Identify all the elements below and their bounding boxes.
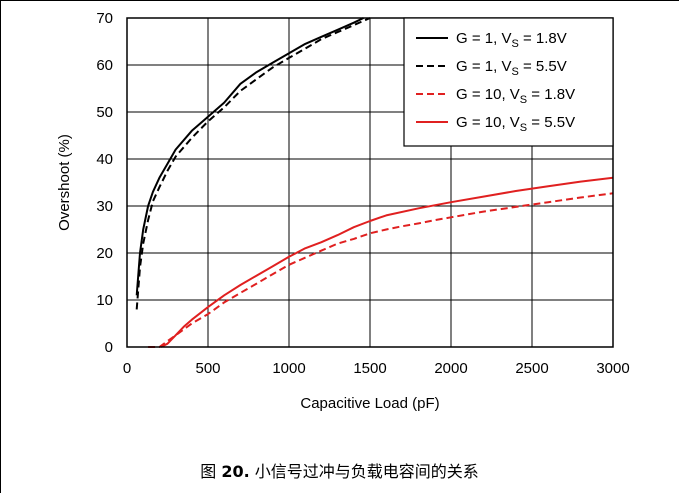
series-line-1 [135,17,371,310]
x-tick-label-4: 2000 [434,360,467,377]
y-tick-label-5: 50 [96,104,113,121]
x-tick-label-2: 1000 [272,360,305,377]
x-tick-label-6: 3000 [596,360,629,377]
x-tick-label-0: 0 [123,360,131,377]
y-tick-label-1: 10 [96,292,113,309]
series-line-0 [135,17,364,296]
legend-box [403,17,614,147]
y-tick-label-0: 0 [105,339,113,356]
caption-number: 20. [221,462,250,481]
page-frame-top [0,0,679,1]
y-tick-label-4: 40 [96,151,113,168]
chart-series [135,17,613,348]
legend-label-3: G = 10, VS = 5.5V [456,114,575,134]
y-tick-label-6: 60 [96,57,113,74]
legend-label-1: G = 1, VS = 5.5V [456,58,567,78]
series-line-3 [160,176,613,348]
x-tick-labels: 0 500 1000 1500 2000 2500 3000 [123,360,630,377]
figure-caption: 图 20. 小信号过冲与负载电容间的关系 [0,458,679,482]
legend-label-0: G = 1, VS = 1.8V [456,30,567,50]
y-tick-label-2: 20 [96,245,113,262]
page-frame-left [0,0,1,493]
plot-border [126,17,614,348]
x-tick-label-5: 2500 [515,360,548,377]
chart-legend: G = 1, VS = 1.8V G = 1, VS = 5.5V G = 10, … [403,17,614,147]
y-tick-label-7: 70 [96,10,113,27]
x-axis-title: Capacitive Load (pF) [300,395,439,412]
y-axis-title: Overshoot (%) [56,134,73,231]
series-line-2 [148,192,613,348]
x-tick-label-3: 1500 [353,360,386,377]
x-tick-label-1: 500 [195,360,220,377]
legend-label-2: G = 10, VS = 1.8V [456,86,575,106]
y-tick-label-3: 30 [96,198,113,215]
y-tick-labels: 0 10 20 30 40 50 60 70 [96,10,113,356]
caption-prefix: 图 [200,462,217,481]
caption-text: 小信号过冲与负载电容间的关系 [254,462,479,481]
